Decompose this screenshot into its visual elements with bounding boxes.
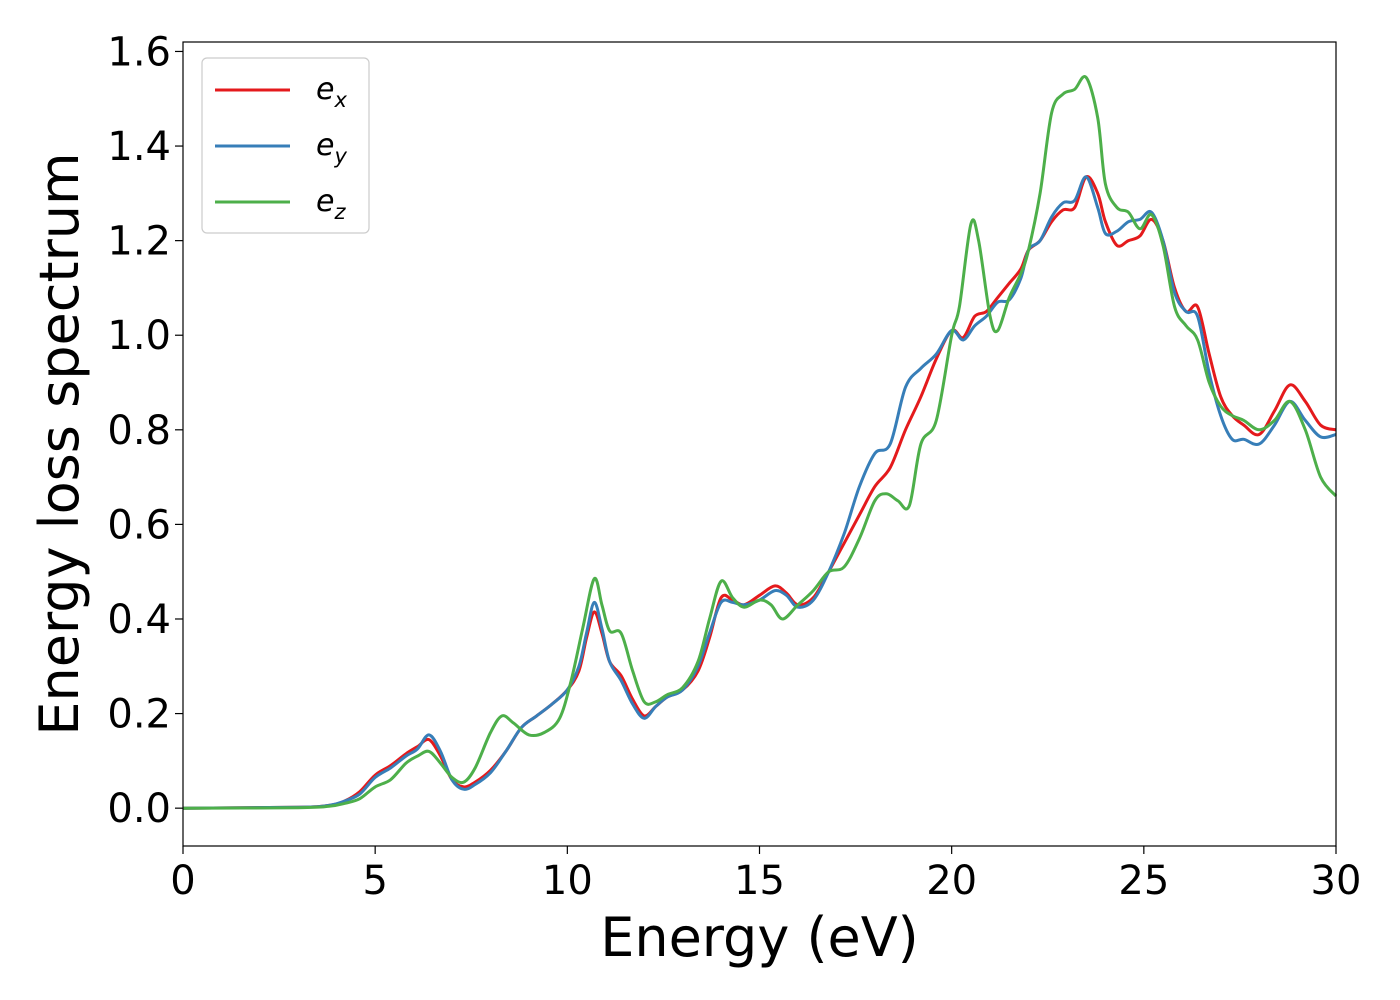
y-tick-label: 0.4 — [107, 597, 171, 643]
y-tick-label: 0.8 — [107, 408, 171, 454]
series-line-e-z — [182, 75, 1338, 810]
y-axis-ticks: 0.0 0.2 0.4 0.6 0.8 1.0 1.2 1.4 1.6 — [107, 29, 183, 832]
x-tick-label: 0 — [170, 858, 195, 904]
legend-label-e-y: ey — [316, 128, 347, 168]
x-tick-label: 15 — [734, 858, 785, 904]
y-tick-label: 0.0 — [107, 786, 171, 832]
y-tick-label: 0.2 — [107, 692, 171, 738]
series-lines — [182, 75, 1338, 810]
legend-label-base: e — [316, 128, 334, 163]
legend-label-subscript: y — [333, 144, 347, 168]
plot-frame — [182, 41, 1337, 847]
x-tick-label: 5 — [362, 858, 387, 904]
x-axis-ticks: 0 5 10 15 20 25 30 — [170, 846, 1361, 904]
x-axis-label: Energy (eV) — [600, 906, 919, 969]
y-tick-label: 1.4 — [107, 124, 171, 170]
legend-label-base: e — [316, 184, 334, 219]
legend-label-e-x: ex — [316, 72, 347, 112]
y-axis-label: Energy loss spectrum — [28, 152, 91, 735]
x-tick-label: 10 — [542, 858, 593, 904]
legend-label-e-z: ez — [316, 184, 346, 224]
legend-label-subscript: z — [333, 200, 346, 224]
x-tick-label: 30 — [1311, 858, 1362, 904]
x-tick-label: 25 — [1118, 858, 1169, 904]
y-tick-label: 1.0 — [107, 313, 171, 359]
x-tick-label: 20 — [926, 858, 977, 904]
y-tick-label: 1.2 — [107, 219, 171, 265]
y-tick-label: 1.6 — [107, 29, 171, 75]
y-tick-label: 0.6 — [107, 502, 171, 548]
legend-label-subscript: x — [333, 88, 347, 112]
legend-label-base: e — [316, 72, 334, 107]
